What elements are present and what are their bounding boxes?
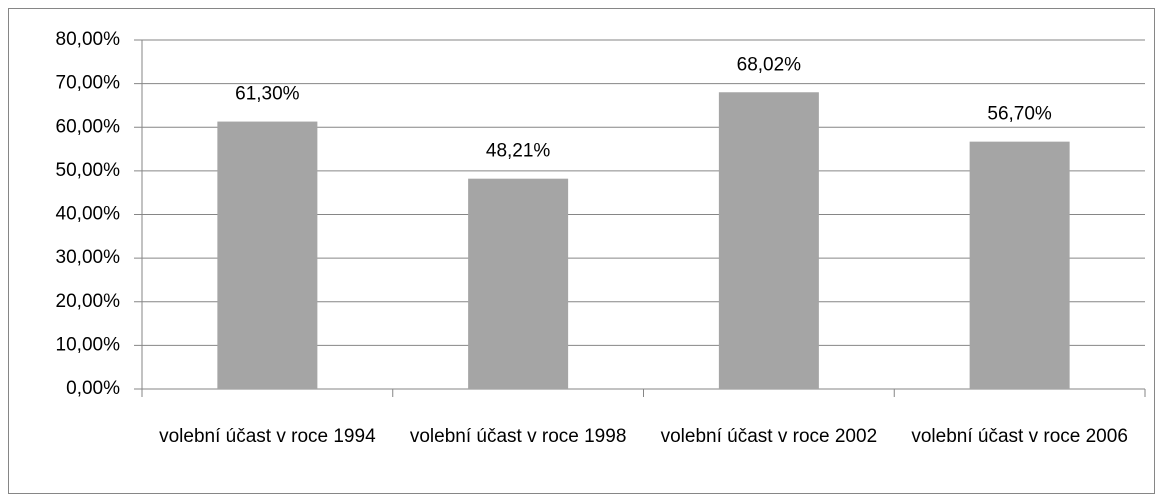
- y-tick-label: 60,00%: [56, 116, 121, 137]
- x-tick-label: volební účast v roce 2002: [660, 426, 878, 447]
- data-label: 48,21%: [486, 141, 551, 162]
- bar: [718, 92, 819, 389]
- x-tick-label: volební účast v roce 2006: [911, 426, 1128, 447]
- data-label: 56,70%: [987, 104, 1052, 125]
- x-tick-label: volební účast v roce 1998: [409, 426, 627, 447]
- y-tick-label: 30,00%: [56, 247, 121, 268]
- y-tick-label: 50,00%: [56, 160, 121, 181]
- data-label: 68,02%: [737, 54, 802, 75]
- data-label: 61,30%: [235, 84, 300, 105]
- y-tick-label: 0,00%: [66, 378, 120, 399]
- chart-frame: [8, 8, 1155, 494]
- bar: [969, 141, 1070, 389]
- y-tick-label: 80,00%: [56, 29, 121, 50]
- bar: [468, 178, 569, 389]
- y-tick-label: 10,00%: [56, 334, 121, 355]
- bar: [217, 121, 318, 390]
- y-tick-label: 70,00%: [56, 73, 121, 94]
- y-tick-label: 20,00%: [56, 291, 121, 312]
- x-tick-label: volební účast v roce 1994: [159, 426, 376, 447]
- y-tick-label: 40,00%: [56, 204, 121, 225]
